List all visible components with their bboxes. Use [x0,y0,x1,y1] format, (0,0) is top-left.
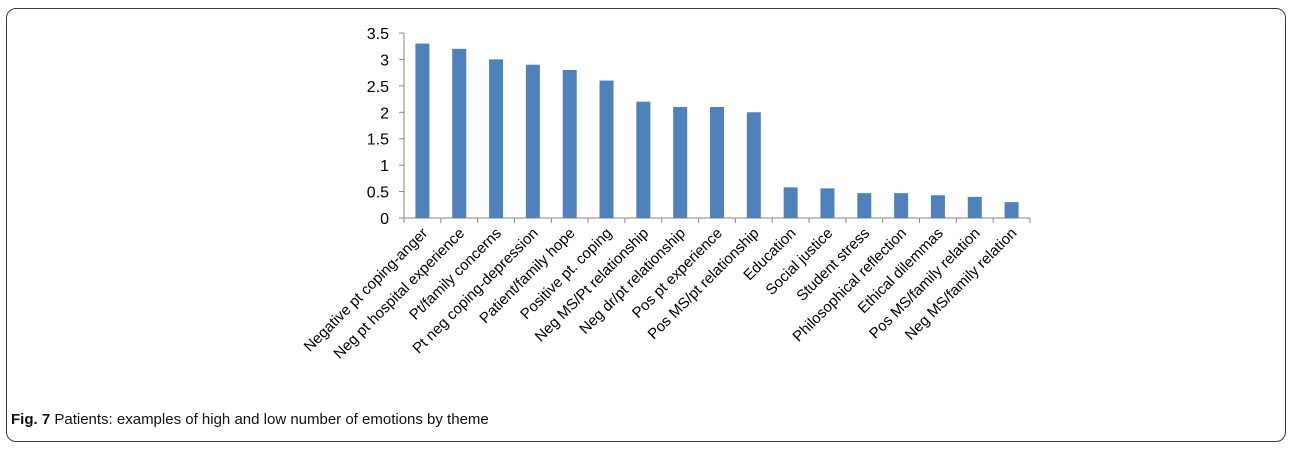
bar [930,195,945,218]
bar [1004,202,1019,218]
figure-frame [6,8,1286,442]
y-tick-label: 2 [380,105,389,122]
y-tick-label: 0 [380,211,389,228]
bar [967,196,982,218]
bar [636,101,651,218]
bar [857,193,872,218]
bar [746,112,761,218]
figure-caption-text: Patients: examples of high and low numbe… [54,411,489,428]
bar [673,107,688,218]
bar [783,187,798,218]
bar [489,59,504,218]
y-tick-label: 3 [380,52,389,69]
y-tick-label: 0.5 [367,185,389,202]
bar [894,193,909,218]
y-tick-label: 3.5 [367,26,389,43]
y-tick-label: 2.5 [367,79,389,96]
bar [599,80,614,218]
bar [415,43,430,219]
figure-caption: Fig. 7 Patients: examples of high and lo… [11,411,489,428]
bar [452,48,467,218]
bar [525,64,540,218]
y-tick-label: 1.5 [367,132,389,149]
figure-label: Fig. 7 [11,411,51,428]
bar [710,107,724,218]
bar [562,70,577,218]
bar [820,188,835,218]
y-tick-label: 1 [380,158,389,175]
